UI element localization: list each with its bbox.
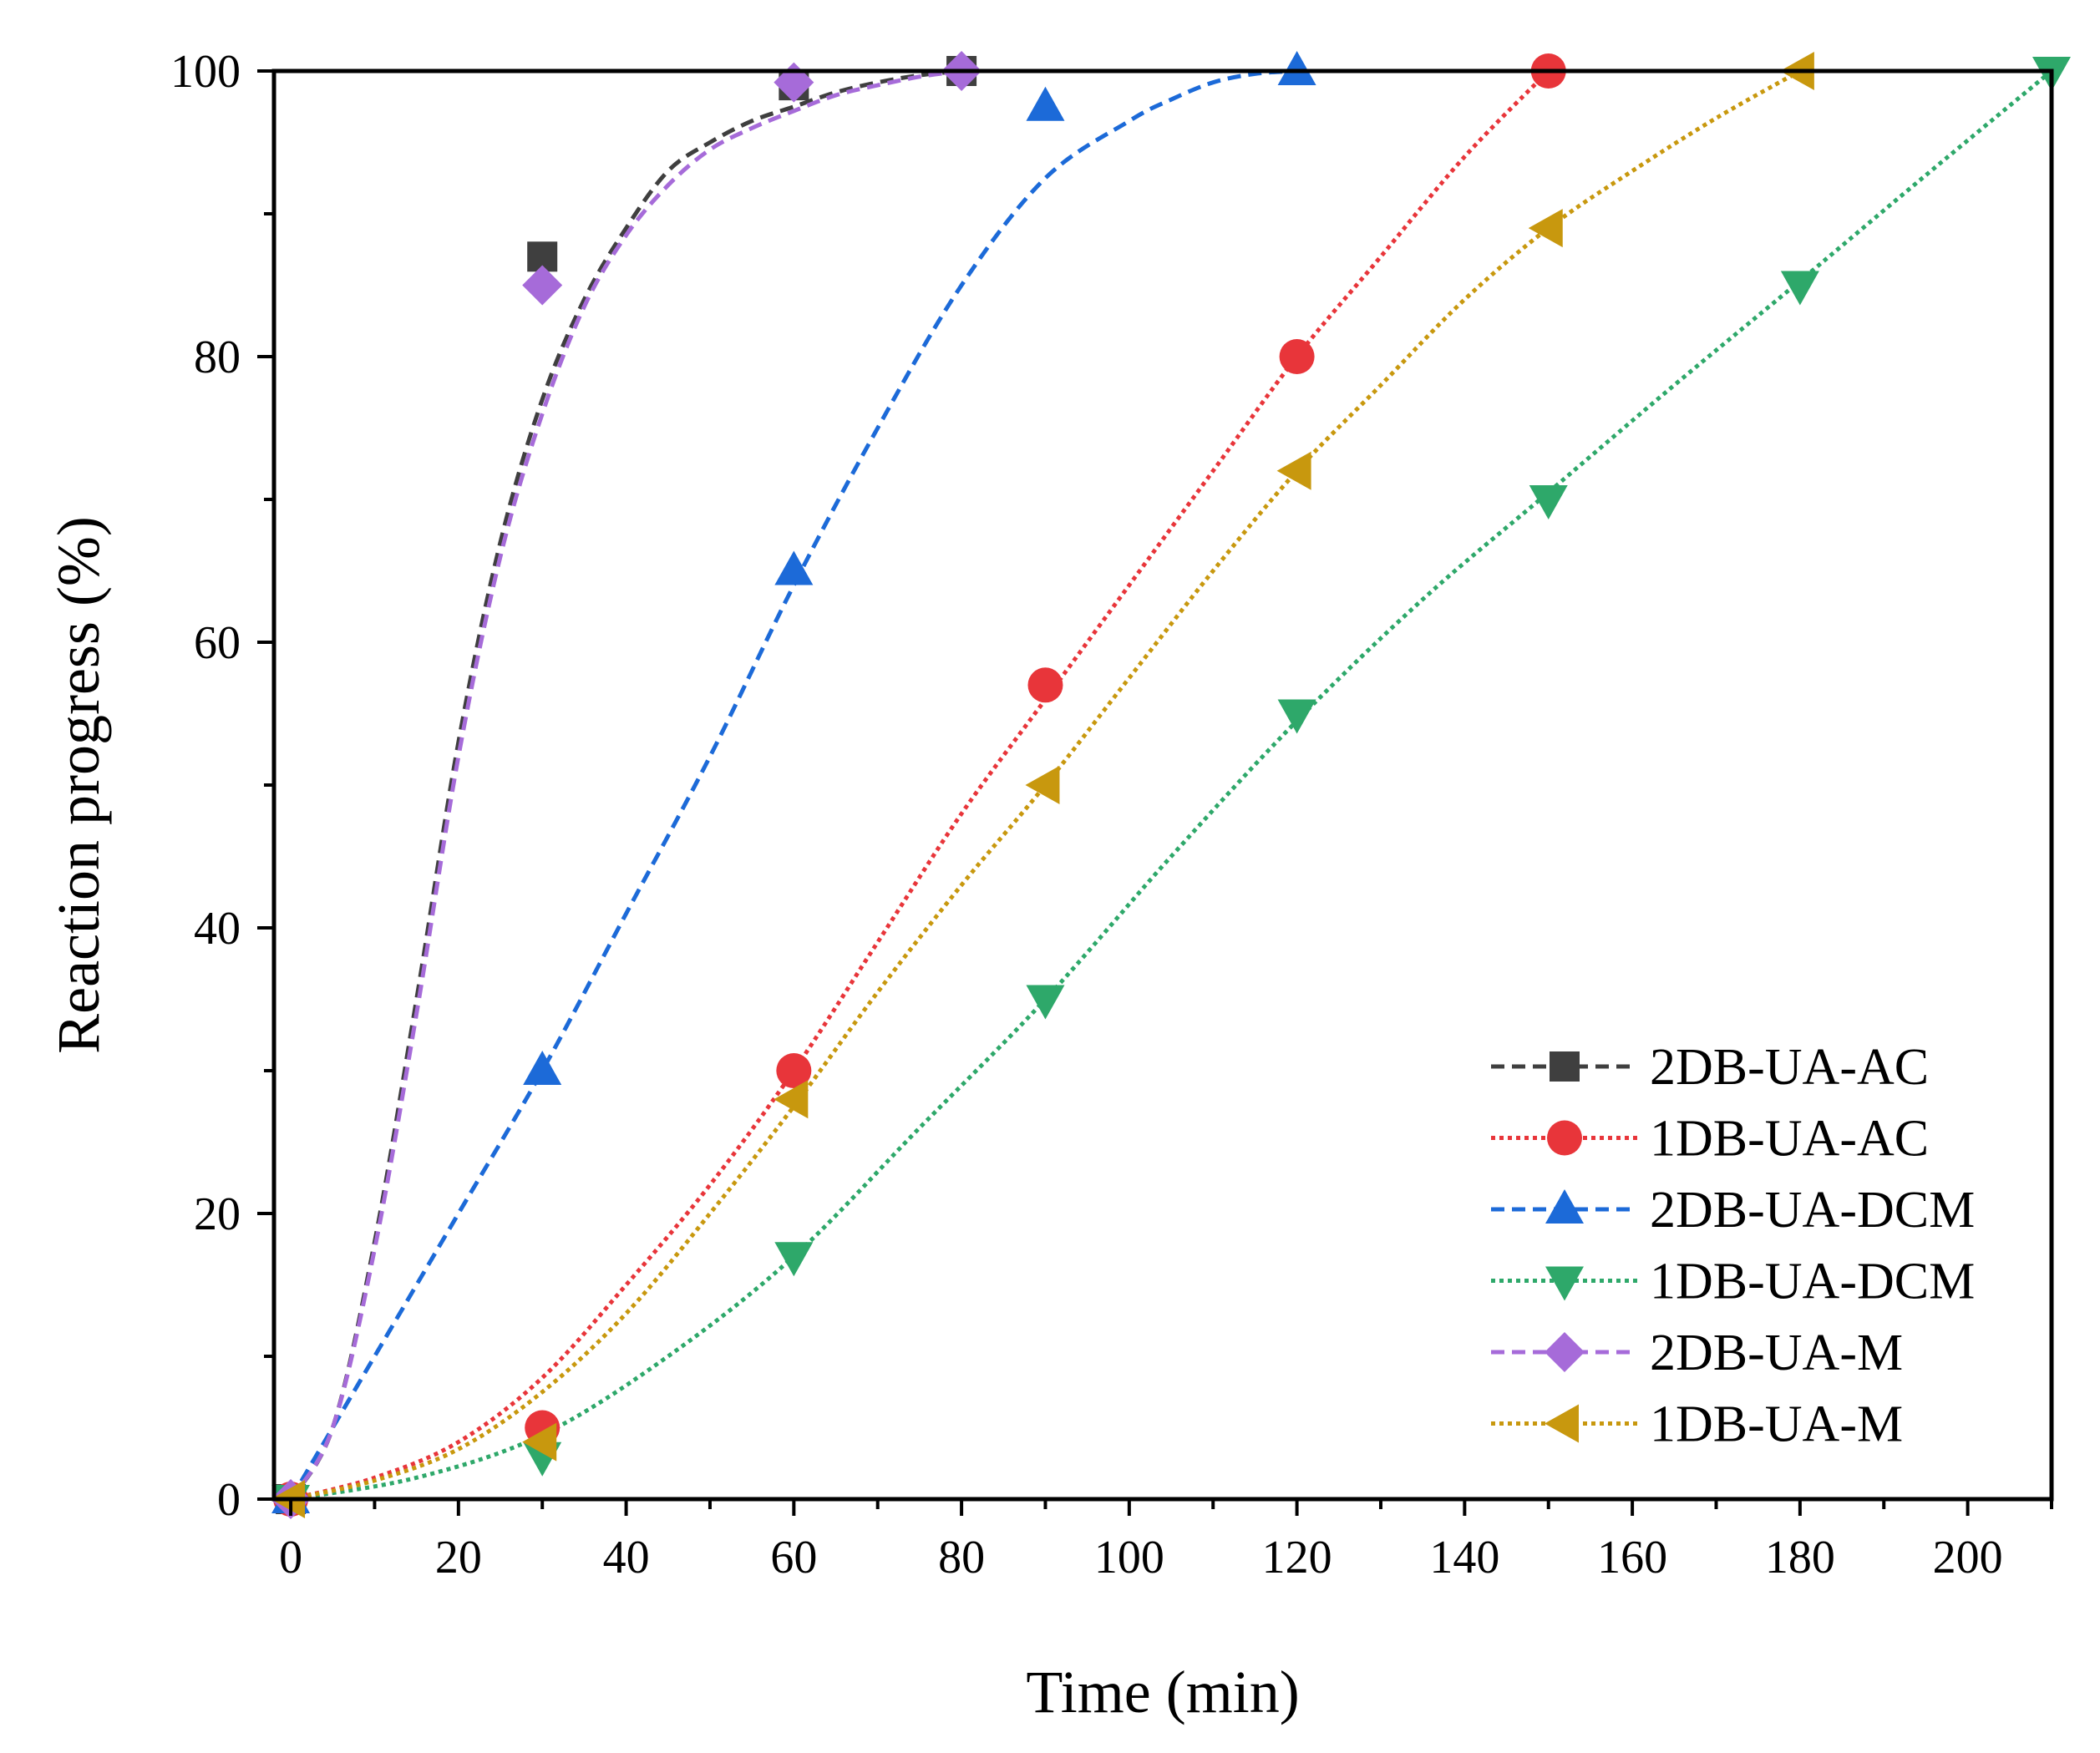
x-tick-label: 180: [1765, 1532, 1835, 1583]
legend-item: 1DB-UA-M: [1491, 1396, 1903, 1453]
legend-marker: [1545, 1332, 1585, 1372]
data-point: [1027, 667, 1063, 703]
series-2db-ua-dcm: [288, 68, 1297, 1501]
legend-label: 1DB-UA-DCM: [1650, 1254, 1975, 1310]
data-point: [1528, 209, 1563, 248]
x-tick-label: 20: [435, 1532, 482, 1583]
series-2db-ua-ac: [288, 68, 962, 1501]
legend-item: 1DB-UA-AC: [1491, 1111, 1929, 1168]
y-tick-label: 20: [194, 1188, 241, 1240]
legend-marker: [1545, 1404, 1579, 1443]
data-point: [774, 550, 814, 585]
data-point: [1026, 985, 1065, 1020]
data-point: [1277, 51, 1316, 85]
legend-marker: [1547, 1120, 1582, 1156]
data-point: [1026, 86, 1065, 121]
legend-label: 2DB-UA-AC: [1650, 1039, 1929, 1096]
data-point: [1025, 766, 1060, 804]
legend-item: 1DB-UA-DCM: [1491, 1254, 1975, 1310]
x-tick-label: 140: [1429, 1532, 1499, 1583]
x-tick-label: 100: [1094, 1532, 1164, 1583]
series-1db-ua-ac: [290, 69, 1550, 1502]
legend-item: 2DB-UA-DCM: [1491, 1182, 1975, 1239]
legend-item: 2DB-UA-M: [1491, 1325, 1903, 1381]
legend-item: 2DB-UA-AC: [1491, 1039, 1929, 1096]
x-tick-label: 80: [938, 1532, 985, 1583]
data-point: [1277, 699, 1316, 734]
y-axis-title: Reaction progress (%): [45, 516, 112, 1054]
x-axis-title: Time (min): [1026, 1659, 1299, 1725]
legend-label: 2DB-UA-DCM: [1650, 1182, 1975, 1239]
legend-label: 2DB-UA-M: [1650, 1325, 1903, 1381]
series-line-2db-ua-ac: [288, 68, 962, 1501]
markers-1db-ua-ac: [273, 53, 1566, 1517]
legend-marker: [1545, 1266, 1584, 1301]
data-point: [776, 1053, 812, 1088]
x-tick-label: 120: [1262, 1532, 1332, 1583]
x-tick-label: 40: [603, 1532, 650, 1583]
markers-2db-ua-m: [271, 51, 982, 1519]
series-line-2db-ua-m: [288, 68, 962, 1501]
legend-label: 1DB-UA-M: [1650, 1396, 1903, 1453]
x-tick-label: 160: [1597, 1532, 1667, 1583]
data-point: [523, 1051, 562, 1085]
y-tick-label: 40: [194, 903, 241, 955]
x-tick-label: 60: [770, 1532, 817, 1583]
data-point: [1276, 451, 1311, 490]
legend-marker: [1545, 1189, 1584, 1224]
axis-ticks-layer: 0 20 40 60 80 100 120 140 160 180 200 0 20 40 60 80 100: [170, 46, 2053, 1583]
data-point: [1279, 339, 1315, 374]
series-2db-ua-m: [288, 68, 962, 1501]
x-tick-label: 200: [1933, 1532, 2003, 1583]
legend-label: 1DB-UA-AC: [1650, 1111, 1929, 1168]
x-tick-label: 0: [279, 1532, 302, 1583]
legend-marker: [1550, 1051, 1580, 1082]
data-point: [774, 1242, 814, 1277]
markers-2db-ua-ac: [276, 56, 977, 1514]
data-point: [522, 1422, 557, 1462]
data-point: [774, 1080, 809, 1119]
y-tick-label: 0: [217, 1474, 241, 1526]
data-point: [1529, 485, 1568, 519]
series-line-2db-ua-dcm: [288, 68, 1297, 1501]
y-tick-label: 80: [194, 332, 241, 383]
series-line-1db-ua-ac: [290, 69, 1550, 1502]
y-tick-label: 60: [194, 617, 241, 669]
legend: 2DB-UA-AC 1DB-UA-AC 2DB-UA-DCM 1DB-UA-DCM 2D…: [1491, 1039, 1975, 1453]
y-tick-label: 100: [170, 46, 241, 98]
markers-2db-ua-dcm: [271, 51, 1316, 1513]
data-point: [1780, 271, 1819, 306]
data-point: [522, 265, 563, 306]
markers-1db-ua-m: [271, 52, 1814, 1518]
